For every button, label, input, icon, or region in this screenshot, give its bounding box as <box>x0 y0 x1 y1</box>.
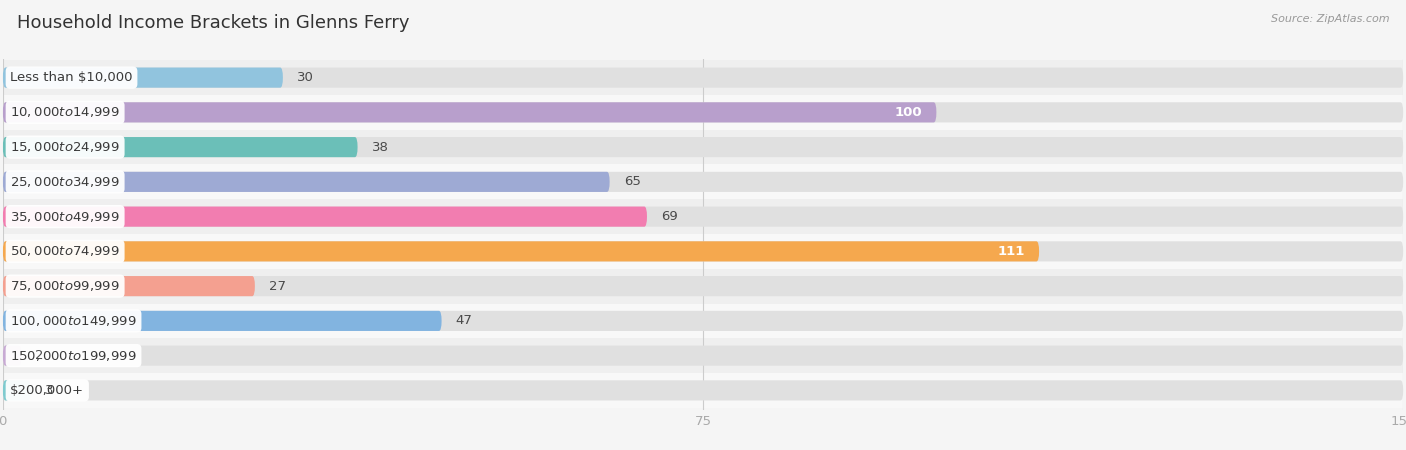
Text: Source: ZipAtlas.com: Source: ZipAtlas.com <box>1271 14 1389 23</box>
Text: 47: 47 <box>456 315 472 328</box>
Text: $50,000 to $74,999: $50,000 to $74,999 <box>10 244 120 258</box>
Text: 111: 111 <box>998 245 1025 258</box>
Text: 38: 38 <box>371 140 388 153</box>
FancyBboxPatch shape <box>3 130 1403 165</box>
Text: $25,000 to $34,999: $25,000 to $34,999 <box>10 175 120 189</box>
FancyBboxPatch shape <box>3 276 254 296</box>
Text: 65: 65 <box>624 176 641 189</box>
FancyBboxPatch shape <box>3 346 1403 366</box>
Text: $35,000 to $49,999: $35,000 to $49,999 <box>10 210 120 224</box>
Text: $75,000 to $99,999: $75,000 to $99,999 <box>10 279 120 293</box>
FancyBboxPatch shape <box>3 338 1403 373</box>
Text: Household Income Brackets in Glenns Ferry: Household Income Brackets in Glenns Ferr… <box>17 14 409 32</box>
FancyBboxPatch shape <box>3 241 1039 261</box>
FancyBboxPatch shape <box>3 207 647 227</box>
FancyBboxPatch shape <box>3 303 1403 338</box>
Text: 27: 27 <box>269 279 285 292</box>
Text: $10,000 to $14,999: $10,000 to $14,999 <box>10 105 120 119</box>
FancyBboxPatch shape <box>3 234 1403 269</box>
Text: $150,000 to $199,999: $150,000 to $199,999 <box>10 349 136 363</box>
FancyBboxPatch shape <box>3 60 1403 95</box>
Text: Less than $10,000: Less than $10,000 <box>10 71 132 84</box>
FancyBboxPatch shape <box>3 102 1403 122</box>
Text: 100: 100 <box>894 106 922 119</box>
FancyBboxPatch shape <box>3 373 1403 408</box>
FancyBboxPatch shape <box>3 241 1403 261</box>
Text: 2: 2 <box>35 349 44 362</box>
FancyBboxPatch shape <box>3 276 1403 296</box>
FancyBboxPatch shape <box>3 380 31 400</box>
FancyBboxPatch shape <box>3 172 610 192</box>
FancyBboxPatch shape <box>3 311 441 331</box>
FancyBboxPatch shape <box>3 269 1403 303</box>
FancyBboxPatch shape <box>3 346 21 366</box>
Text: 3: 3 <box>45 384 53 397</box>
FancyBboxPatch shape <box>3 172 1403 192</box>
Text: 30: 30 <box>297 71 314 84</box>
Text: $15,000 to $24,999: $15,000 to $24,999 <box>10 140 120 154</box>
FancyBboxPatch shape <box>3 137 357 157</box>
FancyBboxPatch shape <box>3 102 936 122</box>
Text: $100,000 to $149,999: $100,000 to $149,999 <box>10 314 136 328</box>
FancyBboxPatch shape <box>3 207 1403 227</box>
FancyBboxPatch shape <box>3 311 1403 331</box>
FancyBboxPatch shape <box>3 380 1403 400</box>
FancyBboxPatch shape <box>3 68 283 88</box>
FancyBboxPatch shape <box>3 165 1403 199</box>
FancyBboxPatch shape <box>3 137 1403 157</box>
Text: 69: 69 <box>661 210 678 223</box>
FancyBboxPatch shape <box>3 68 1403 88</box>
Text: $200,000+: $200,000+ <box>10 384 84 397</box>
FancyBboxPatch shape <box>3 95 1403 130</box>
FancyBboxPatch shape <box>3 199 1403 234</box>
